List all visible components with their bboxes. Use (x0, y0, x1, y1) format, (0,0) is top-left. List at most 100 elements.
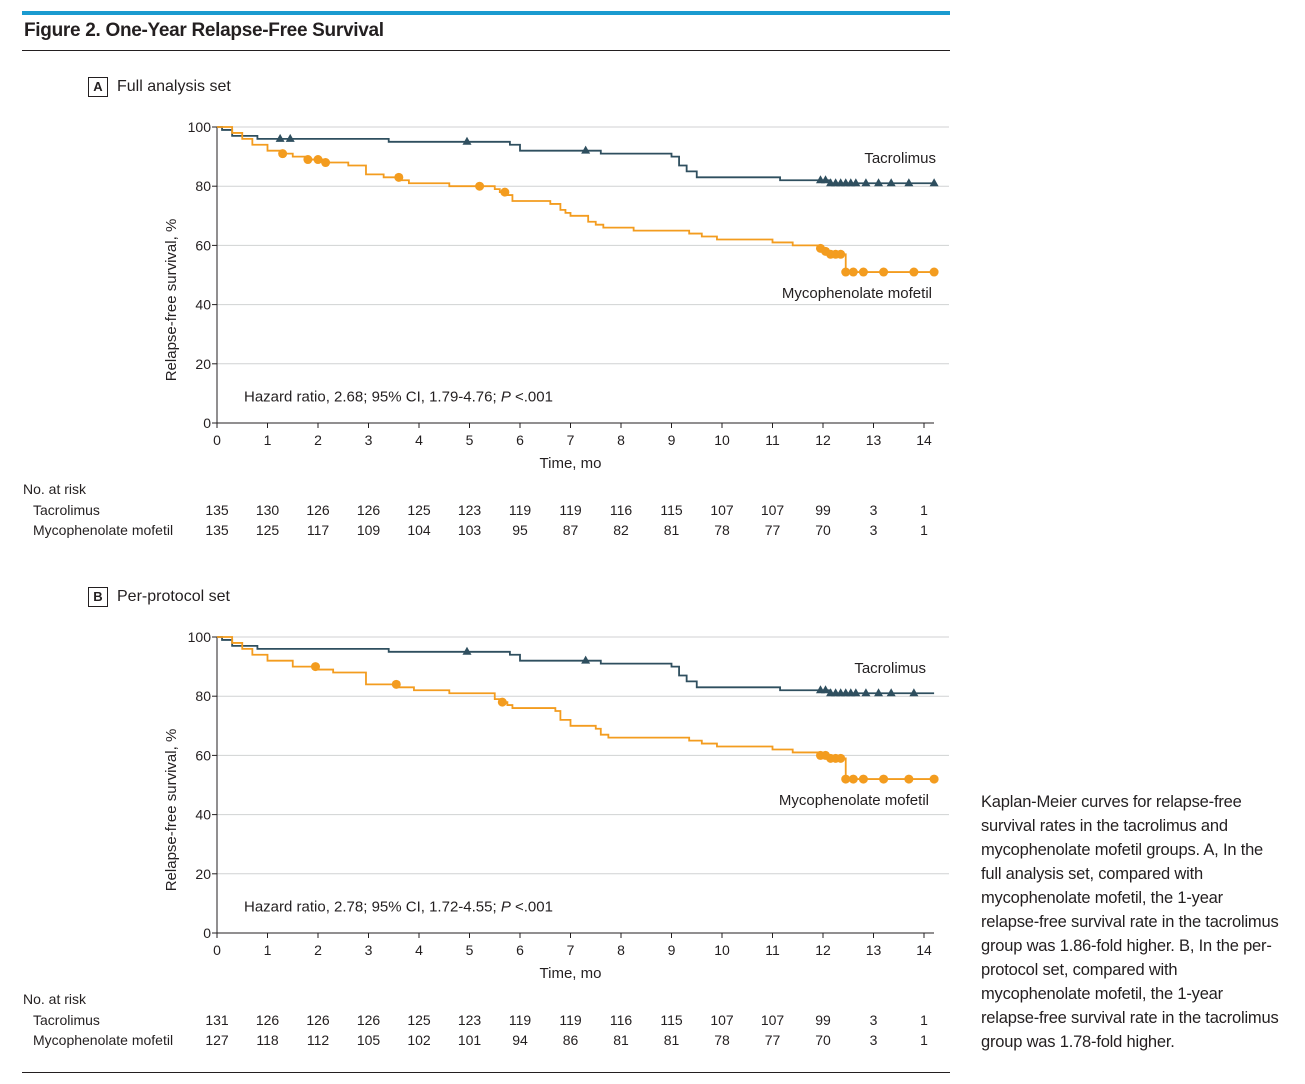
risk-cell: 123 (457, 502, 482, 518)
risk-cell: 119 (559, 502, 582, 518)
risk-cell: 87 (562, 522, 579, 538)
risk-cell: 119 (508, 502, 532, 518)
y-tick-label: 0 (203, 415, 211, 431)
risk-cell: 126 (356, 1012, 381, 1028)
tacrolimus-censor-marker (851, 688, 861, 697)
x-tick-label: 13 (866, 432, 882, 448)
risk-cell: 1 (920, 1032, 928, 1048)
mycophenolate-censor-marker (879, 267, 889, 277)
mycophenolate-censor-marker (303, 155, 313, 165)
risk-cell: 116 (609, 502, 633, 518)
title-rule (22, 50, 950, 51)
hazard-ratio-annotation: Hazard ratio, 2.78; 95% CI, 1.72-4.55; P… (244, 898, 553, 915)
mycophenolate-censor-marker (321, 158, 331, 168)
x-tick-label: 4 (415, 942, 423, 958)
risk-row-label: Mycophenolate mofetil (33, 522, 174, 538)
x-tick-label: 9 (668, 432, 676, 448)
risk-cell: 3 (869, 522, 878, 538)
risk-cell: 81 (663, 522, 680, 538)
tacrolimus-label: Tacrolimus (864, 150, 936, 167)
risk-cell: 77 (764, 522, 781, 538)
x-tick-label: 10 (714, 942, 730, 958)
p-symbol: P (501, 898, 511, 915)
risk-cell: 130 (255, 502, 280, 518)
panel-a-letter: A (88, 77, 108, 97)
tacrolimus-censor-marker (874, 178, 884, 187)
risk-table-title: No. at risk (23, 991, 87, 1007)
tacrolimus-censor-marker (929, 178, 939, 187)
y-tick-label: 40 (195, 807, 211, 823)
x-tick-label: 8 (617, 432, 625, 448)
mycophenolate-censor-marker (904, 774, 914, 784)
risk-row-label: Mycophenolate mofetil (33, 1032, 174, 1048)
y-axis-title: Relapse-free survival, % (163, 729, 180, 892)
y-tick-label: 20 (195, 356, 211, 372)
y-tick-label: 60 (195, 237, 211, 253)
risk-cell: 70 (815, 522, 831, 538)
tacrolimus-survival-curve (217, 636, 935, 695)
risk-cell: 118 (256, 1032, 279, 1048)
x-tick-label: 7 (567, 432, 575, 448)
x-tick-label: 13 (866, 942, 882, 958)
mycophenolate-survival-curve (217, 126, 935, 273)
risk-cell: 3 (869, 1012, 878, 1028)
risk-cell: 1 (920, 502, 928, 518)
risk-cell: 3 (869, 1032, 878, 1048)
mycophenolate-censor-marker (841, 774, 851, 784)
mycophenolate-censor-marker (929, 267, 939, 277)
risk-cell: 107 (760, 502, 785, 518)
risk-table-title: No. at risk (23, 481, 87, 497)
mycophenolate-censor-marker (848, 267, 858, 277)
mycophenolate-censor-marker (929, 774, 939, 784)
risk-cell: 81 (613, 1032, 629, 1048)
risk-cell: 104 (407, 522, 431, 538)
tacrolimus-censor-marker (462, 136, 472, 145)
risk-cell: 81 (663, 1032, 680, 1048)
y-tick-label: 80 (195, 688, 211, 704)
x-tick-label: 1 (264, 942, 272, 958)
y-tick-label: 60 (195, 747, 211, 763)
x-tick-label: 5 (466, 942, 474, 958)
x-tick-label: 5 (466, 432, 474, 448)
x-tick-label: 0 (213, 942, 221, 958)
risk-cell: 125 (255, 522, 280, 538)
tacrolimus-censor-marker (861, 688, 871, 697)
p-value: <.001 (511, 388, 553, 405)
hazard-ratio-text: Hazard ratio, 2.78; 95% CI, 1.72-4.55; (244, 898, 501, 915)
risk-cell: 135 (205, 522, 229, 538)
tacrolimus-censor-marker (285, 133, 295, 142)
p-value: <.001 (511, 898, 553, 915)
tacrolimus-censor-marker (886, 178, 896, 187)
risk-cell: 77 (764, 1032, 781, 1048)
risk-cell: 126 (306, 502, 330, 518)
risk-cell: 101 (457, 1032, 482, 1048)
risk-cell: 107 (710, 502, 734, 518)
tacrolimus-censor-marker (874, 688, 884, 697)
mycophenolate-censor-marker (841, 267, 851, 277)
tacrolimus-censor-marker (904, 178, 914, 187)
x-axis-title: Time, mo (540, 965, 602, 982)
mycophenolate-censor-marker (475, 181, 485, 191)
mycophenolate-label: Mycophenolate mofetil (779, 792, 929, 809)
tacrolimus-censor-marker (821, 175, 831, 184)
mycophenolate-censor-marker (310, 662, 320, 672)
hazard-ratio-text: Hazard ratio, 2.68; 95% CI, 1.79-4.76; (244, 388, 501, 405)
mycophenolate-censor-marker (500, 187, 510, 197)
panel-a-risk-table: No. at risk Tacrolimus 135 130 126 126 125 123 1… (22, 481, 952, 547)
tacrolimus-censor-marker (581, 655, 591, 664)
risk-cell: 117 (306, 522, 330, 538)
x-tick-label: 3 (365, 432, 373, 448)
risk-cell: 119 (559, 1012, 582, 1028)
tacrolimus-censor-marker (851, 178, 861, 187)
x-tick-label: 7 (567, 942, 575, 958)
risk-cell: 1 (920, 522, 928, 538)
mycophenolate-censor-marker (497, 697, 507, 707)
risk-cell: 99 (815, 502, 831, 518)
mycophenolate-censor-marker (848, 774, 858, 784)
figure-title: Figure 2. One-Year Relapse-Free Survival (24, 20, 384, 41)
risk-cell: 99 (815, 1012, 831, 1028)
risk-cell: 95 (512, 522, 528, 538)
risk-cell: 125 (407, 1012, 431, 1028)
panel-a-label: A Full analysis set (88, 77, 231, 97)
